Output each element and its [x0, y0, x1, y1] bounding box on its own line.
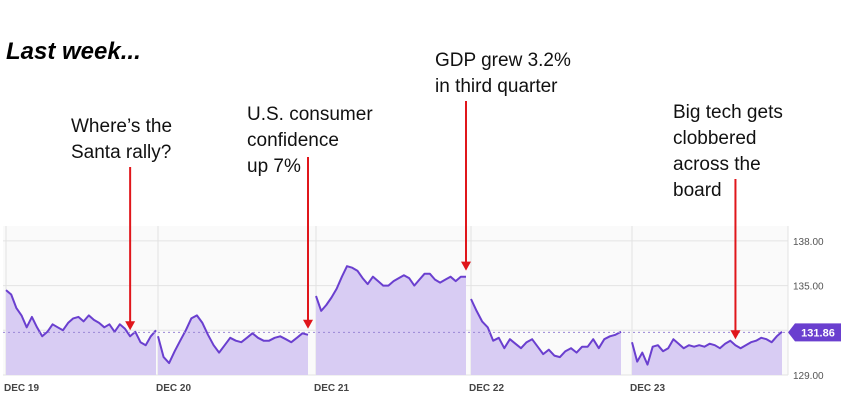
x-tick-label: DEC 22	[469, 383, 504, 394]
series-line-dec-20	[157, 314, 309, 365]
annotation-arrow-head	[303, 319, 313, 329]
series-area-dec-22	[471, 299, 621, 375]
series-line-dec-22	[470, 298, 622, 359]
x-tick-label: DEC 20	[156, 383, 191, 394]
x-tick-label: DEC 19	[4, 383, 39, 394]
y-tick-label: 135.00	[793, 282, 824, 293]
annotation-arrow-head	[125, 321, 136, 331]
annotation-arrow-head	[730, 330, 741, 340]
series-line-dec-23	[631, 331, 783, 366]
current-value-badge	[795, 323, 841, 342]
series-area-dec-23	[632, 331, 782, 375]
current-value-badge-pointer	[788, 323, 795, 342]
annotation-gdp: GDP grew 3.2% in third quarter	[435, 50, 571, 97]
annotation-consumer-confidence: U.S. consumer confidence up 7%	[247, 104, 373, 177]
annotation-arrow-head	[461, 261, 471, 271]
y-tick-label: 138.00	[793, 237, 824, 248]
annotation-big-tech: Big tech gets clobbered across the board	[673, 102, 783, 201]
headline: Last week...	[6, 38, 141, 65]
x-tick-label: DEC 23	[630, 383, 665, 394]
annotation-santa-rally: Where’s the Santa rally?	[71, 116, 173, 163]
series-area-dec-20	[158, 315, 308, 375]
series-line-dec-19	[5, 289, 157, 347]
y-tick-label: 129.00	[793, 371, 824, 382]
x-tick-label: DEC 21	[314, 383, 349, 394]
current-value-label: 131.86	[801, 327, 835, 339]
series-area-dec-19	[6, 290, 156, 375]
series-area-dec-21	[316, 266, 466, 375]
series-line-dec-21	[315, 265, 466, 312]
